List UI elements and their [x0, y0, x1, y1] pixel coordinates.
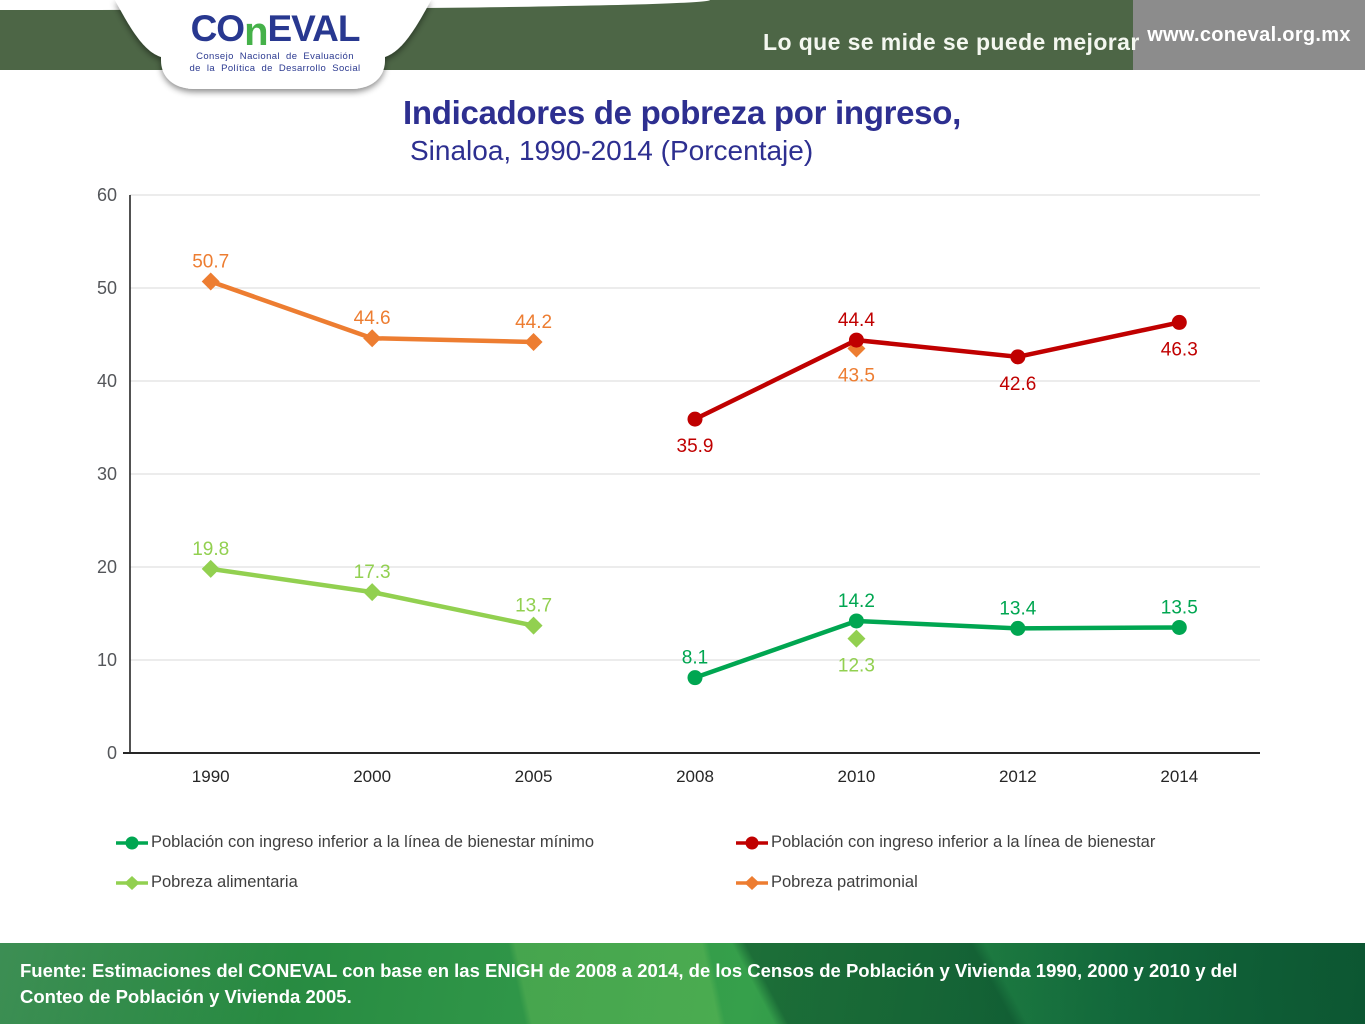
legend-label: Población con ingreso inferior a la líne… — [771, 833, 1156, 851]
data-point-circle — [1171, 619, 1187, 635]
chart-area: 0 10 20 30 40 50 60 1990 2000 2005 2008 2010 2012 201… — [0, 185, 1365, 825]
coneval-logo: COnEVAL Consejo Nacional de Evaluación d… — [95, 0, 455, 75]
data-point-diamond — [524, 616, 543, 635]
diamond-marker-icon — [116, 875, 148, 890]
x-axis-tick-label: 2008 — [676, 767, 714, 786]
data-label: 14.2 — [838, 591, 875, 612]
data-label: 44.4 — [838, 310, 875, 331]
poverty-line-chart: 0 10 20 30 40 50 60 1990 2000 2005 2008 2010 2012 201… — [97, 185, 1260, 786]
y-axis-tick-label: 30 — [97, 464, 117, 484]
legend-label: Pobreza alimentaria — [151, 873, 298, 891]
data-label: 43.5 — [838, 365, 875, 386]
y-axis-tick-label: 50 — [97, 278, 117, 298]
data-point-diamond — [201, 559, 220, 578]
series-line-segment — [692, 618, 859, 680]
y-axis-tick-label: 20 — [97, 557, 117, 577]
data-point-circle — [1171, 314, 1187, 330]
data-point-circle — [687, 411, 703, 427]
x-axis-tick-label: 2014 — [1160, 767, 1198, 786]
diamond-marker-icon — [736, 875, 768, 890]
legend-label: Pobreza patrimonial — [771, 873, 918, 891]
logo-caption-line1: Consejo Nacional de Evaluación — [196, 51, 354, 62]
wordmark-eval: EVAL — [267, 8, 361, 49]
coneval-wordmark: COnEVAL — [95, 8, 455, 53]
series-line-segment — [208, 279, 375, 341]
header-tagline: Lo que se mide se puede mejorar — [763, 29, 1140, 55]
series-line-segment — [1015, 625, 1182, 631]
y-axis-tick-label: 60 — [97, 185, 117, 205]
circle-marker-icon — [736, 836, 768, 849]
data-label: 44.6 — [354, 308, 391, 329]
data-label: 50.7 — [192, 251, 229, 272]
data-label: 13.4 — [999, 598, 1036, 619]
series-line-segment — [369, 589, 536, 628]
wordmark-n: n — [244, 10, 268, 54]
x-axis-tick-label: 1990 — [192, 767, 230, 786]
data-point-circle — [687, 670, 703, 686]
chart-title: Indicadores de pobreza por ingreso, — [403, 94, 961, 131]
data-label: 8.1 — [682, 648, 708, 669]
x-axis-tick-label: 2012 — [999, 767, 1037, 786]
data-point-circle — [1010, 349, 1026, 365]
data-point-diamond — [201, 272, 220, 291]
y-axis-tick-label: 10 — [97, 650, 117, 670]
data-label: 44.2 — [515, 312, 552, 333]
data-label: 35.9 — [677, 436, 714, 457]
data-label: 19.8 — [192, 539, 229, 560]
data-label: 17.3 — [354, 562, 391, 583]
legend-row: Pobreza alimentaria Pobreza patrimonial — [115, 873, 1275, 892]
data-point-diamond — [363, 329, 382, 348]
chart-legend: Población con ingreso inferior a la líne… — [115, 833, 1275, 913]
legend-item: Población con ingreso inferior a la líne… — [115, 833, 735, 852]
legend-item: Pobreza patrimonial — [735, 873, 918, 892]
data-label: 42.6 — [999, 374, 1036, 395]
circle-marker-icon — [116, 836, 148, 849]
series-line-segment — [854, 337, 1021, 360]
chart-subtitle: Sinaloa, 1990-2014 (Porcentaje) — [410, 135, 814, 166]
title-block: Indicadores de pobreza por ingreso, Sina… — [403, 94, 961, 167]
legend-label: Población con ingreso inferior a la líne… — [151, 833, 595, 851]
x-axis-tick-label: 2010 — [838, 767, 876, 786]
website-url[interactable]: www.coneval.org.mx — [1133, 0, 1365, 70]
x-axis-tick-label: 2000 — [353, 767, 391, 786]
legend-row: Población con ingreso inferior a la líne… — [115, 833, 1275, 852]
data-point-diamond — [363, 583, 382, 602]
data-point-circle — [1010, 620, 1026, 636]
source-note-line1: Fuente: Estimaciones del CONEVAL con bas… — [20, 960, 1238, 981]
logo-caption: Consejo Nacional de Evaluación de la Pol… — [95, 51, 455, 75]
data-point-diamond — [847, 629, 866, 648]
source-note: Fuente: Estimaciones del CONEVAL con bas… — [0, 943, 1365, 1010]
legend-item: Pobreza alimentaria — [115, 873, 735, 892]
data-label: 12.3 — [838, 656, 875, 677]
series-line-segment — [1015, 320, 1182, 360]
data-label: 13.5 — [1161, 597, 1198, 618]
data-point-circle — [848, 613, 864, 629]
logo-tab-shape — [115, 0, 431, 89]
series-line-segment — [369, 335, 536, 345]
y-axis-tick-label: 0 — [107, 743, 117, 763]
data-label: 13.7 — [515, 596, 552, 617]
data-label: 46.3 — [1161, 339, 1198, 360]
data-point-circle — [848, 332, 864, 348]
x-axis-tick-label: 2005 — [515, 767, 553, 786]
series-line-segment — [854, 618, 1021, 631]
y-axis-tick-label: 40 — [97, 371, 117, 391]
wordmark-co: CO — [190, 8, 245, 49]
logo-caption-line2: de la Política de Desarrollo Social — [189, 63, 361, 74]
legend-item: Población con ingreso inferior a la líne… — [735, 833, 1155, 852]
footer-band: Fuente: Estimaciones del CONEVAL con bas… — [0, 943, 1365, 1024]
series-line-segment — [692, 337, 859, 422]
source-note-line2: Conteo de Población y Vivienda 2005. — [20, 986, 352, 1007]
data-point-diamond — [524, 332, 543, 351]
series-line-segment — [208, 566, 375, 595]
